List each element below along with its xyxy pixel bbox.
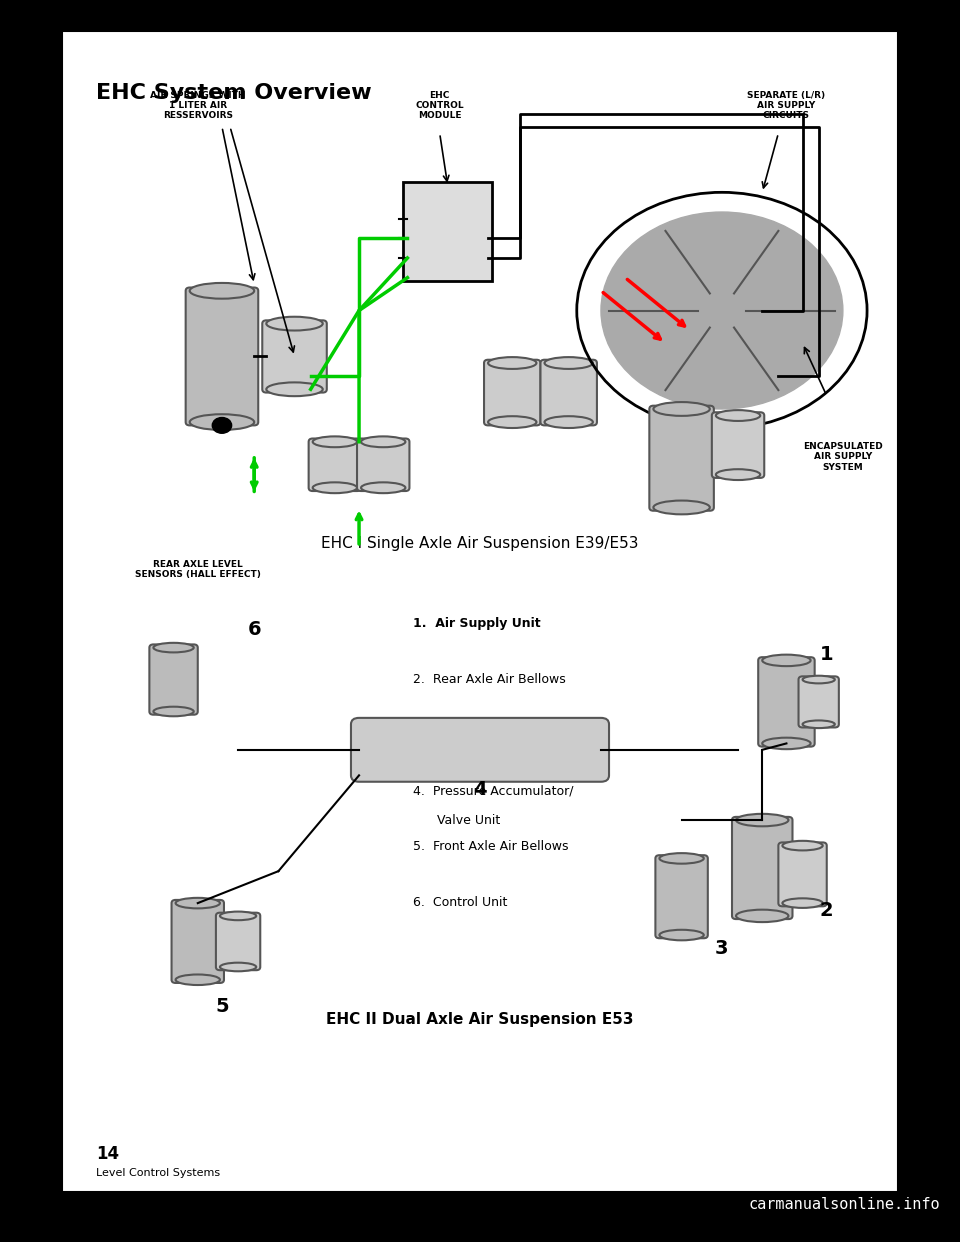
Text: 4: 4 <box>473 780 487 799</box>
FancyBboxPatch shape <box>732 817 792 919</box>
Ellipse shape <box>782 898 823 908</box>
FancyBboxPatch shape <box>403 183 492 281</box>
Ellipse shape <box>736 814 788 826</box>
Text: REAR AXLE LEVEL
SENSORS (HALL EFFECT): REAR AXLE LEVEL SENSORS (HALL EFFECT) <box>134 560 261 579</box>
Ellipse shape <box>736 909 788 922</box>
Text: AIR SPRINGS WITH
1 LITER AIR
RESSERVOIRS: AIR SPRINGS WITH 1 LITER AIR RESSERVOIRS <box>150 91 246 120</box>
Text: 3: 3 <box>715 939 729 959</box>
Text: 5: 5 <box>215 996 228 1016</box>
Text: EHC
CONTROL
MODULE: EHC CONTROL MODULE <box>416 91 464 120</box>
Ellipse shape <box>716 410 760 421</box>
Text: 3.  Ride Height Sensors: 3. Ride Height Sensors <box>413 729 560 741</box>
FancyBboxPatch shape <box>758 657 815 746</box>
Text: EHC I Single Axle Air Suspension E39/E53: EHC I Single Axle Air Suspension E39/E53 <box>322 537 638 551</box>
Text: ENCAPSULATED
AIR SUPPLY
SYSTEM: ENCAPSULATED AIR SUPPLY SYSTEM <box>803 442 883 472</box>
Ellipse shape <box>313 482 357 493</box>
Ellipse shape <box>190 415 254 430</box>
Ellipse shape <box>220 963 256 971</box>
Ellipse shape <box>803 676 835 683</box>
Text: 5.  Front Axle Air Bellows: 5. Front Axle Air Bellows <box>413 841 568 853</box>
Ellipse shape <box>488 358 537 369</box>
Ellipse shape <box>176 975 220 985</box>
Text: 14: 14 <box>96 1145 119 1164</box>
Ellipse shape <box>660 930 704 940</box>
Ellipse shape <box>660 853 704 863</box>
Ellipse shape <box>313 436 357 447</box>
Text: EHC System Overview: EHC System Overview <box>96 83 372 103</box>
FancyBboxPatch shape <box>656 856 708 938</box>
Ellipse shape <box>154 643 194 652</box>
FancyBboxPatch shape <box>150 645 198 714</box>
Ellipse shape <box>266 317 323 330</box>
Ellipse shape <box>803 720 835 728</box>
Ellipse shape <box>762 655 810 666</box>
Text: 4.  Pressure Accumulator/: 4. Pressure Accumulator/ <box>413 785 574 797</box>
FancyBboxPatch shape <box>262 320 326 392</box>
Ellipse shape <box>762 738 810 749</box>
Text: EHC II Dual Axle Air Suspension E53: EHC II Dual Axle Air Suspension E53 <box>326 1012 634 1027</box>
Text: 1: 1 <box>820 646 833 664</box>
Ellipse shape <box>361 436 405 447</box>
Ellipse shape <box>361 482 405 493</box>
Ellipse shape <box>782 841 823 851</box>
Ellipse shape <box>654 501 709 514</box>
Ellipse shape <box>654 402 709 416</box>
FancyBboxPatch shape <box>649 406 714 510</box>
Text: carmanualsonline.info: carmanualsonline.info <box>749 1197 941 1212</box>
FancyBboxPatch shape <box>216 913 260 970</box>
Ellipse shape <box>716 469 760 481</box>
Text: Valve Unit: Valve Unit <box>413 814 500 827</box>
FancyBboxPatch shape <box>185 288 258 426</box>
Ellipse shape <box>220 912 256 920</box>
Ellipse shape <box>488 416 537 428</box>
Text: 1.  Air Supply Unit: 1. Air Supply Unit <box>413 617 540 631</box>
FancyBboxPatch shape <box>351 718 609 781</box>
Circle shape <box>212 417 231 433</box>
FancyBboxPatch shape <box>309 438 361 491</box>
FancyBboxPatch shape <box>799 677 839 728</box>
Text: Level Control Systems: Level Control Systems <box>96 1169 220 1179</box>
FancyBboxPatch shape <box>540 360 597 426</box>
FancyBboxPatch shape <box>711 412 764 478</box>
Ellipse shape <box>544 416 593 428</box>
FancyBboxPatch shape <box>172 900 224 982</box>
Ellipse shape <box>266 383 323 396</box>
Text: 6.  Control Unit: 6. Control Unit <box>413 897 508 909</box>
Ellipse shape <box>176 898 220 908</box>
FancyBboxPatch shape <box>357 438 409 491</box>
Text: 2: 2 <box>820 900 833 920</box>
Ellipse shape <box>544 358 593 369</box>
FancyBboxPatch shape <box>484 360 540 426</box>
Circle shape <box>601 212 843 409</box>
Text: 6: 6 <box>248 620 261 638</box>
Text: SEPARATE (L/R)
AIR SUPPLY
CIRCUITS: SEPARATE (L/R) AIR SUPPLY CIRCUITS <box>748 91 826 120</box>
FancyBboxPatch shape <box>779 842 827 907</box>
Ellipse shape <box>190 283 254 298</box>
Ellipse shape <box>154 707 194 717</box>
Text: 2.  Rear Axle Air Bellows: 2. Rear Axle Air Bellows <box>413 673 566 687</box>
